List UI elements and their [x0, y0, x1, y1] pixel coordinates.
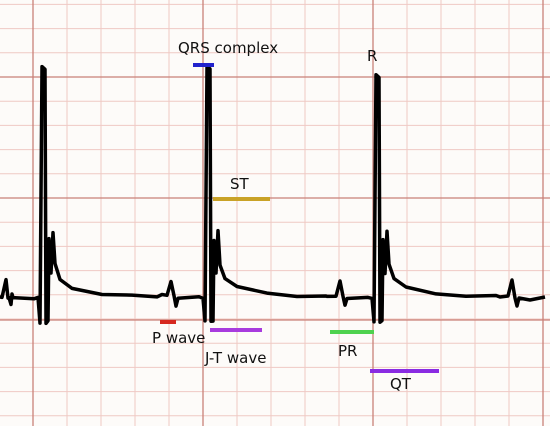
qrs-label: QRS complex — [178, 39, 278, 57]
st-label: ST — [230, 175, 250, 193]
pr-label: PR — [338, 342, 357, 360]
qt-label: QT — [390, 375, 412, 393]
p-wave-label: P wave — [152, 329, 205, 347]
ecg-trace — [0, 64, 546, 326]
r-label: R — [367, 47, 377, 65]
jt-wave-label: J-T wave — [204, 349, 266, 367]
